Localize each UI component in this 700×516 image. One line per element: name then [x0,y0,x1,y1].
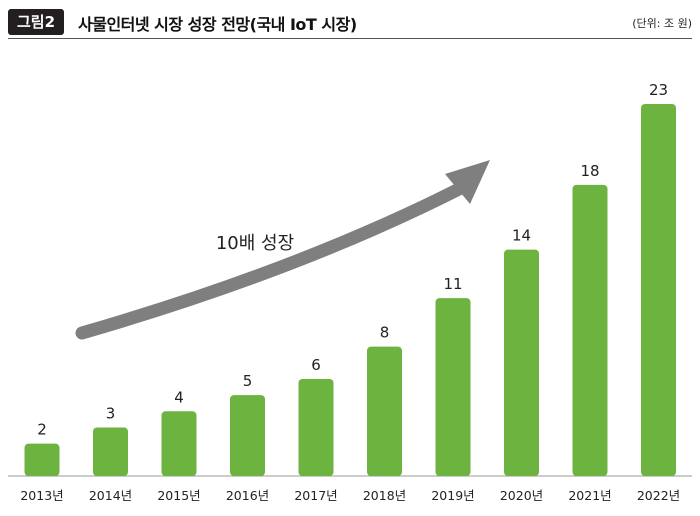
bar-2022년 [641,104,676,476]
x-tick-label: 2021년 [568,488,611,503]
data-label: 3 [106,404,116,422]
x-tick-label: 2020년 [500,488,543,503]
figure-label: 그림2 [8,9,64,35]
x-tick-label: 2014년 [89,488,132,503]
x-tick-label: 2019년 [431,488,474,503]
chart-title: 사물인터넷 시장 성장 전망(국내 IoT 시장) [78,15,357,34]
unit-label: (단위: 조 원) [632,17,692,30]
data-label: 14 [512,227,531,245]
data-label: 18 [580,162,599,180]
growth-arrow [75,160,490,340]
x-tick-label: 2015년 [157,488,200,503]
bar-2018년 [367,346,402,476]
data-label: 2 [37,421,47,439]
data-label: 5 [243,372,253,390]
bar-2014년 [93,427,128,476]
data-label: 11 [443,275,462,293]
title-divider [8,38,692,39]
x-tick-label: 2022년 [637,488,680,503]
bar-2015년 [161,411,197,476]
data-label: 6 [311,356,321,374]
growth-arrow-shaft [75,180,470,340]
growth-annotation: 10배 성장 [216,233,294,254]
x-tick-label: 2016년 [226,488,269,503]
bar-2019년 [435,298,471,476]
data-label: 23 [649,81,668,99]
data-label: 8 [380,324,390,342]
data-label: 4 [174,388,184,406]
x-tick-label: 2018년 [363,488,406,503]
x-tick-label: 2017년 [294,488,337,503]
bar-2020년 [504,249,539,476]
bar-2016년 [230,395,265,476]
bar-2013년 [24,443,60,476]
x-tick-label: 2013년 [20,488,63,503]
growth-arrow-head [445,160,490,204]
bar-2017년 [298,378,334,476]
bar-2021년 [572,184,608,476]
